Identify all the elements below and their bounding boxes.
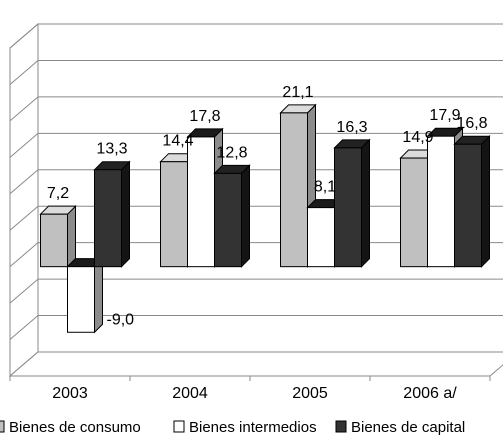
bar-front-face [454, 143, 482, 268]
data-label: 14,9 [402, 129, 433, 146]
x-tick-label: 2006 a/ [403, 385, 457, 402]
legend-label: Bienes de capital [351, 419, 465, 436]
gridline [9, 23, 503, 49]
bar-front-face [280, 112, 308, 268]
bar-front-face [307, 207, 335, 268]
x-tick-label: 2003 [52, 385, 88, 402]
data-label: 21,1 [282, 84, 313, 101]
gridline [9, 132, 503, 158]
bar-side-face [121, 160, 130, 268]
data-label: 12,8 [216, 144, 247, 161]
bar-front-face [400, 157, 428, 268]
data-label: 17,9 [429, 107, 460, 124]
data-label: 8,1 [314, 179, 336, 196]
bar-front-face [427, 135, 455, 268]
bar-front-face [160, 161, 188, 268]
chart-floor [8, 351, 503, 381]
bar-bienes-de-capital-2003 [93, 160, 131, 268]
data-labels: 7,2 -9,0 13,3 14,4 17,8 12,8 21,1 8,1 16,3 14,9 17… [47, 84, 488, 328]
floor [8, 351, 503, 377]
bar-side-face [94, 257, 103, 334]
bar-front-face [214, 172, 242, 268]
x-axis-tick-labels: 2003 2004 2005 2006 a/ [52, 385, 457, 402]
bar-front-face [187, 136, 215, 268]
bar-side-face [481, 135, 490, 268]
bar-bienes-intermedios-2003 [66, 257, 104, 334]
data-label: -9,0 [107, 311, 135, 328]
legend-swatch [173, 420, 185, 433]
legend-swatch [0, 420, 5, 433]
bar-front-face [334, 147, 362, 268]
bar-front-face [94, 169, 122, 268]
bar-bienes-de-capital-2005 [333, 138, 371, 268]
side-wall [9, 22, 39, 378]
gridline [9, 315, 503, 340]
gridline [9, 59, 503, 85]
bar-side-face [67, 204, 76, 268]
x-tick-label: 2005 [292, 385, 328, 402]
data-label: 7,2 [47, 185, 69, 202]
bar-bienes-de-capital-2004 [213, 164, 251, 268]
gridline [9, 278, 503, 304]
bar-bienes-de-capital-2006a [453, 135, 491, 268]
bar-front-face [40, 213, 68, 268]
bar-side-face [241, 164, 250, 268]
bar-front-face [67, 266, 95, 333]
data-label: 16,8 [456, 115, 487, 132]
bar-side-face [361, 138, 370, 268]
bars [39, 103, 491, 334]
gridline [9, 96, 503, 122]
data-label: 16,3 [336, 119, 367, 136]
data-label: 13,3 [96, 141, 127, 158]
data-label: 14,4 [162, 133, 193, 150]
legend: Bienes de consumo Bienes intermedios Biene… [0, 419, 465, 436]
legend-label: Bienes intermedios [189, 419, 317, 436]
legend-label: Bienes de consumo [9, 419, 141, 436]
x-tick-label: 2004 [172, 385, 208, 402]
legend-swatch [335, 420, 347, 433]
bar-bienes-de-consumo-2003 [39, 204, 77, 268]
data-label: 17,8 [189, 108, 220, 125]
